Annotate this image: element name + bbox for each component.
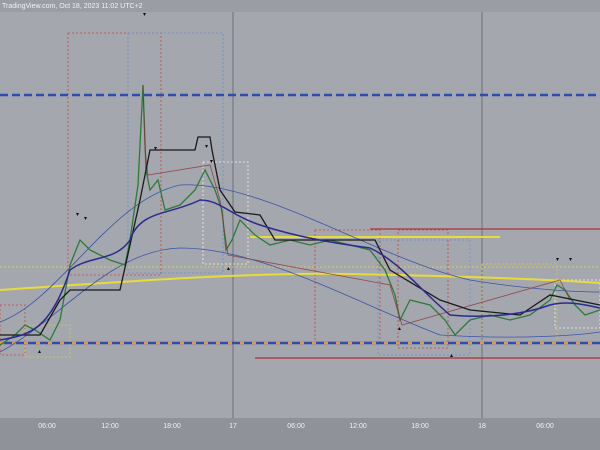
x-axis-label: 18: [478, 423, 486, 430]
baseline-line: [0, 136, 600, 336]
price-wicks: [142, 84, 571, 326]
band-upper: [0, 184, 600, 323]
x-axis-label: 06:00: [38, 423, 56, 430]
header-text: TradingView.com, Oct 18, 2023 11:02 UTC+…: [2, 3, 143, 10]
x-axis-label: 17: [229, 423, 237, 430]
moving-average: [0, 272, 600, 291]
x-axis-label: 06:00: [287, 423, 305, 430]
x-axis-label: 06:00: [536, 423, 554, 430]
x-axis: 06:00 12:00 18:00 17 06:00 12:00 18:00 18 06:00: [38, 423, 554, 430]
markers: [38, 13, 572, 357]
x-axis-label: 18:00: [411, 423, 429, 430]
x-axis-label: 12:00: [101, 423, 119, 430]
axis-strip: [0, 418, 600, 450]
header-strip: [0, 0, 600, 12]
vwap-line: [0, 199, 600, 341]
x-axis-label: 12:00: [349, 423, 367, 430]
band-lower: [0, 247, 600, 353]
x-axis-label: 18:00: [163, 423, 181, 430]
